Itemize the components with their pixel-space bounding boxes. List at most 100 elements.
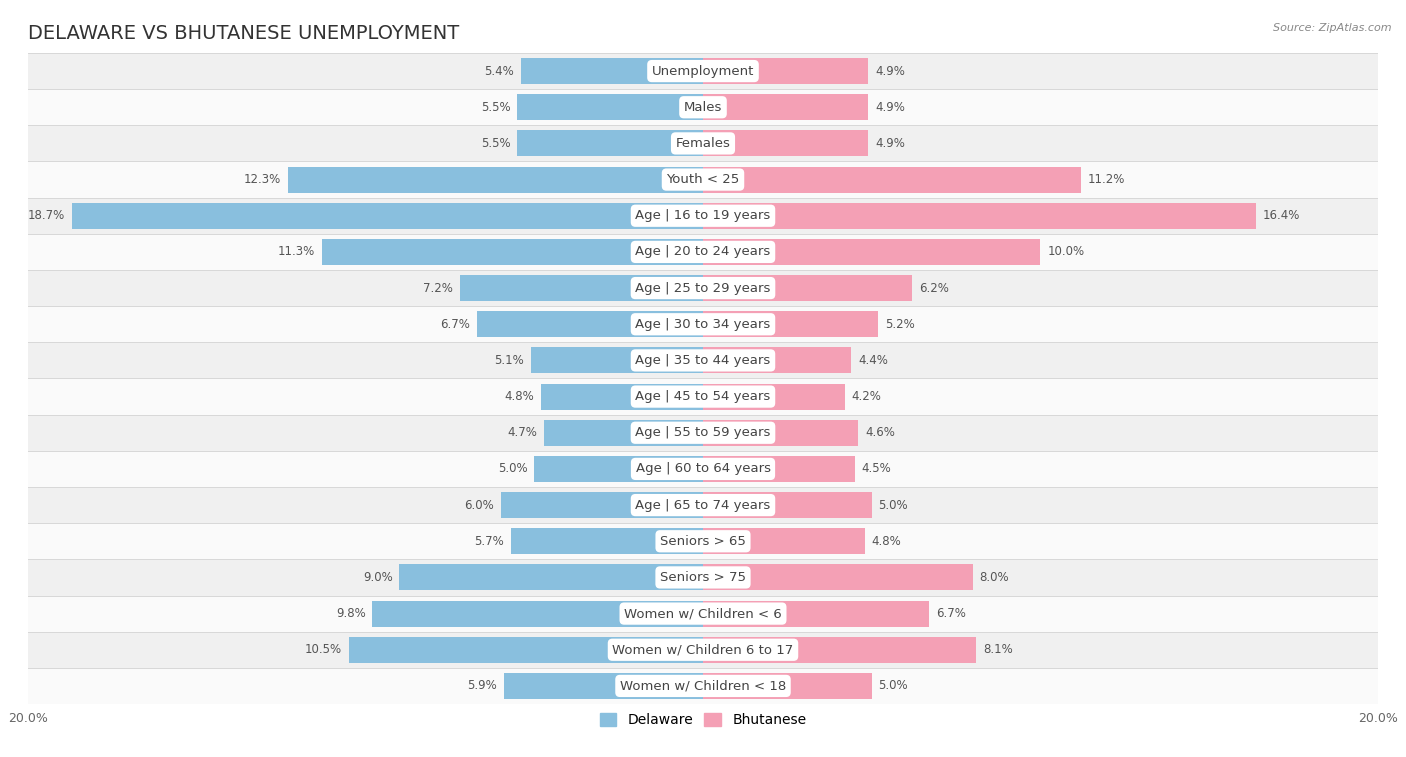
Bar bbox=[477, 311, 703, 338]
Text: 4.2%: 4.2% bbox=[852, 390, 882, 403]
Bar bbox=[28, 631, 1378, 668]
Text: 4.7%: 4.7% bbox=[508, 426, 537, 439]
Bar bbox=[541, 384, 703, 410]
Text: 6.7%: 6.7% bbox=[440, 318, 470, 331]
Text: 5.4%: 5.4% bbox=[484, 64, 515, 77]
Bar bbox=[373, 600, 703, 627]
Bar bbox=[501, 492, 703, 518]
Text: 8.0%: 8.0% bbox=[980, 571, 1010, 584]
Text: 6.0%: 6.0% bbox=[464, 499, 494, 512]
Bar bbox=[28, 306, 1378, 342]
Bar bbox=[460, 275, 703, 301]
Text: 10.0%: 10.0% bbox=[1047, 245, 1084, 258]
Text: 5.9%: 5.9% bbox=[467, 680, 498, 693]
Bar bbox=[510, 528, 703, 554]
Text: 5.5%: 5.5% bbox=[481, 101, 510, 114]
Bar bbox=[28, 53, 1378, 89]
Text: 7.2%: 7.2% bbox=[423, 282, 453, 294]
Text: DELAWARE VS BHUTANESE UNEMPLOYMENT: DELAWARE VS BHUTANESE UNEMPLOYMENT bbox=[28, 24, 460, 43]
Text: Age | 20 to 24 years: Age | 20 to 24 years bbox=[636, 245, 770, 258]
Bar bbox=[28, 234, 1378, 270]
Bar bbox=[703, 456, 855, 482]
Bar bbox=[703, 239, 1040, 265]
Text: Women w/ Children 6 to 17: Women w/ Children 6 to 17 bbox=[613, 643, 793, 656]
Text: Women w/ Children < 18: Women w/ Children < 18 bbox=[620, 680, 786, 693]
Bar bbox=[703, 130, 869, 157]
Bar bbox=[703, 637, 976, 663]
Text: 5.5%: 5.5% bbox=[481, 137, 510, 150]
Bar bbox=[28, 198, 1378, 234]
Text: 18.7%: 18.7% bbox=[28, 209, 65, 223]
Text: 4.6%: 4.6% bbox=[865, 426, 894, 439]
Text: Women w/ Children < 6: Women w/ Children < 6 bbox=[624, 607, 782, 620]
Text: 12.3%: 12.3% bbox=[245, 173, 281, 186]
Text: Age | 25 to 29 years: Age | 25 to 29 years bbox=[636, 282, 770, 294]
Bar bbox=[517, 130, 703, 157]
Text: 5.0%: 5.0% bbox=[879, 680, 908, 693]
Bar bbox=[28, 415, 1378, 451]
Bar bbox=[703, 167, 1081, 192]
Text: Unemployment: Unemployment bbox=[652, 64, 754, 77]
Text: Seniors > 75: Seniors > 75 bbox=[659, 571, 747, 584]
Bar bbox=[703, 311, 879, 338]
Text: Age | 45 to 54 years: Age | 45 to 54 years bbox=[636, 390, 770, 403]
Bar bbox=[28, 342, 1378, 378]
Text: Youth < 25: Youth < 25 bbox=[666, 173, 740, 186]
Text: 4.9%: 4.9% bbox=[875, 137, 905, 150]
Bar bbox=[703, 384, 845, 410]
Bar bbox=[517, 94, 703, 120]
Text: 9.8%: 9.8% bbox=[336, 607, 366, 620]
Text: 4.9%: 4.9% bbox=[875, 64, 905, 77]
Text: 6.7%: 6.7% bbox=[936, 607, 966, 620]
Bar bbox=[28, 523, 1378, 559]
Text: 9.0%: 9.0% bbox=[363, 571, 392, 584]
Text: Source: ZipAtlas.com: Source: ZipAtlas.com bbox=[1274, 23, 1392, 33]
Text: 4.4%: 4.4% bbox=[858, 354, 889, 367]
Bar bbox=[703, 419, 858, 446]
Text: 4.9%: 4.9% bbox=[875, 101, 905, 114]
Text: Age | 35 to 44 years: Age | 35 to 44 years bbox=[636, 354, 770, 367]
Bar bbox=[703, 275, 912, 301]
Text: 16.4%: 16.4% bbox=[1263, 209, 1301, 223]
Bar bbox=[703, 203, 1257, 229]
Text: Age | 16 to 19 years: Age | 16 to 19 years bbox=[636, 209, 770, 223]
Text: Seniors > 65: Seniors > 65 bbox=[659, 534, 747, 548]
Text: Age | 30 to 34 years: Age | 30 to 34 years bbox=[636, 318, 770, 331]
Text: 4.8%: 4.8% bbox=[505, 390, 534, 403]
Bar bbox=[703, 565, 973, 590]
Bar bbox=[28, 668, 1378, 704]
Bar bbox=[503, 673, 703, 699]
Text: 5.2%: 5.2% bbox=[886, 318, 915, 331]
Bar bbox=[28, 559, 1378, 596]
Text: 10.5%: 10.5% bbox=[305, 643, 342, 656]
Bar bbox=[28, 161, 1378, 198]
Text: 6.2%: 6.2% bbox=[920, 282, 949, 294]
Bar bbox=[544, 419, 703, 446]
Bar bbox=[703, 347, 852, 373]
Bar bbox=[703, 58, 869, 84]
Text: 5.0%: 5.0% bbox=[498, 463, 527, 475]
Bar bbox=[349, 637, 703, 663]
Text: 11.3%: 11.3% bbox=[278, 245, 315, 258]
Text: Males: Males bbox=[683, 101, 723, 114]
Bar bbox=[28, 126, 1378, 161]
Text: 4.5%: 4.5% bbox=[862, 463, 891, 475]
Text: Age | 55 to 59 years: Age | 55 to 59 years bbox=[636, 426, 770, 439]
Bar bbox=[288, 167, 703, 192]
Bar bbox=[28, 451, 1378, 487]
Text: 8.1%: 8.1% bbox=[983, 643, 1012, 656]
Bar bbox=[399, 565, 703, 590]
Bar bbox=[703, 600, 929, 627]
Bar bbox=[531, 347, 703, 373]
Text: 11.2%: 11.2% bbox=[1088, 173, 1125, 186]
Bar bbox=[28, 378, 1378, 415]
Text: 5.7%: 5.7% bbox=[474, 534, 503, 548]
Text: 5.0%: 5.0% bbox=[879, 499, 908, 512]
Bar bbox=[28, 487, 1378, 523]
Bar bbox=[534, 456, 703, 482]
Bar bbox=[322, 239, 703, 265]
Bar bbox=[72, 203, 703, 229]
Bar bbox=[520, 58, 703, 84]
Bar bbox=[703, 528, 865, 554]
Bar bbox=[703, 673, 872, 699]
